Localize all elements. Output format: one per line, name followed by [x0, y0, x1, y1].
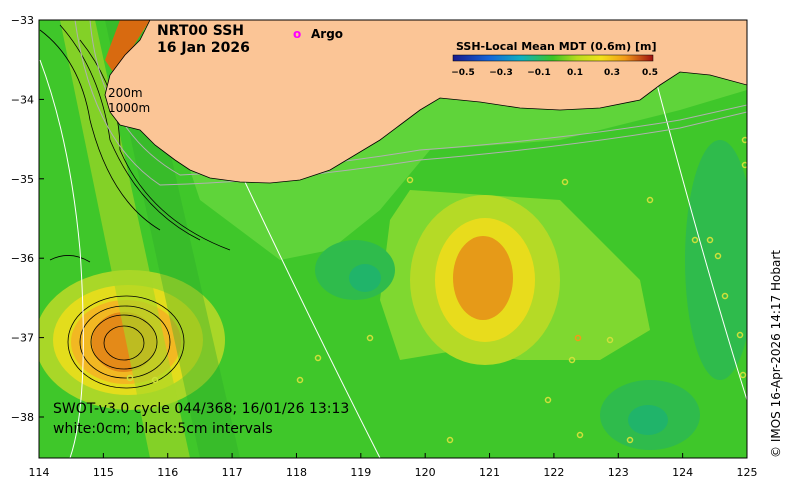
colorbar-tick: 0.3 [604, 68, 620, 78]
low-eddy-3 [685, 140, 747, 380]
central-eddy-core [453, 236, 513, 320]
x-tick-label: 115 [93, 466, 114, 479]
black-contours [39, 24, 231, 389]
colorbar-tick: −0.5 [451, 68, 474, 78]
argo-legend-label: Argo [311, 27, 343, 41]
y-tick-label: −34 [11, 93, 34, 106]
swath-hotspot [105, 20, 150, 75]
x-tick-label: 116 [157, 466, 178, 479]
colorbar [452, 54, 654, 62]
argo-float-highlight [574, 334, 582, 342]
colorbar-tick: 0.5 [642, 68, 658, 78]
x-tick-label: 123 [608, 466, 629, 479]
swot-info: SWOT-v3.0 cycle 044/368; 16/01/26 13:13 [53, 401, 349, 417]
imos-credit: © IMOS 16-Apr-2026 14:17 Hobart [769, 250, 783, 458]
y-tick-label: −35 [11, 173, 34, 186]
colorbar-tick: −0.1 [527, 68, 550, 78]
plot-frame [38, 19, 748, 459]
y-tick-label: −36 [11, 252, 34, 265]
argo-floats [126, 136, 747, 444]
y-axis-ticks: −33 −34 −35 −36 −37 −38 [11, 14, 44, 424]
x-axis-ticks: 114 115 116 117 118 119 120 121 122 123 124 125 [29, 453, 758, 479]
colorbar-ticks: −0.5 −0.3 −0.1 0.1 0.3 0.5 [451, 68, 658, 78]
y-tick-label: −37 [11, 332, 34, 345]
x-tick-label: 117 [222, 466, 243, 479]
isobath-label-200m: 200m [108, 86, 143, 100]
argo-legend-marker: o [293, 27, 301, 41]
low-eddy-1-core [349, 264, 381, 292]
isobath-label-1000m: 1000m [108, 101, 150, 115]
x-tick-label: 122 [543, 466, 564, 479]
x-tick-label: 121 [479, 466, 500, 479]
low-eddy-2-core [628, 405, 668, 435]
colorbar-tick: 0.1 [567, 68, 583, 78]
x-tick-label: 114 [29, 466, 50, 479]
contour-info: white:0cm; black:5cm intervals [53, 421, 273, 437]
x-tick-label: 119 [350, 466, 371, 479]
x-tick-label: 125 [737, 466, 758, 479]
x-tick-label: 124 [672, 466, 693, 479]
map-title-line1: NRT00 SSH [157, 23, 244, 39]
plot-area [39, 20, 747, 458]
colorbar-tick: −0.3 [489, 68, 512, 78]
y-tick-label: −33 [11, 14, 34, 27]
map-title-line2: 16 Jan 2026 [157, 40, 250, 56]
colorbar-title: SSH-Local Mean MDT (0.6m) [m] [456, 40, 656, 53]
x-tick-label: 118 [286, 466, 307, 479]
x-tick-label: 120 [415, 466, 436, 479]
y-tick-label: −38 [11, 411, 34, 424]
